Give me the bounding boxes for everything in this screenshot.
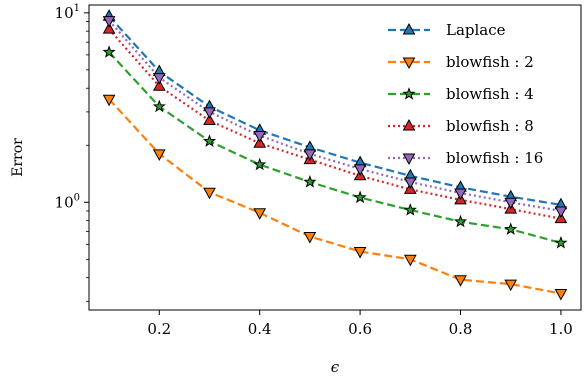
y-tick-label: 101: [55, 3, 80, 22]
data-point: [202, 134, 217, 147]
data-point: [403, 254, 417, 267]
y-tick-label: 100: [55, 192, 80, 211]
data-point: [203, 107, 216, 119]
legend-label: blowfish : 4: [446, 85, 534, 103]
legend: Laplace blowfish : 2 blowfish : 4 blowfish …: [388, 21, 543, 167]
data-point: [253, 208, 267, 220]
data-point: [152, 79, 166, 91]
data-point: [303, 175, 317, 188]
y-tick-base: 10: [55, 4, 74, 22]
data-point: [504, 197, 518, 210]
legend-label: blowfish : 2: [446, 53, 534, 71]
data-point: [454, 275, 467, 287]
data-point: [253, 157, 267, 171]
legend-label: blowfish : 16: [446, 149, 543, 167]
legend-marker: [402, 118, 416, 131]
data-point: [102, 22, 116, 34]
x-axis-label: ϵ: [331, 358, 340, 376]
legend-entry: blowfish : 4: [388, 85, 534, 103]
data-point: [303, 231, 317, 244]
data-point: [453, 214, 468, 228]
series-blowfish-16: [102, 16, 568, 218]
series-line: [108, 19, 562, 212]
series-laplace: [102, 9, 568, 210]
legend-marker: [402, 57, 416, 70]
y-tick-exponent: 0: [74, 192, 80, 203]
x-tick-label: 0.4: [248, 320, 272, 338]
data-point: [353, 164, 367, 176]
data-point: [504, 222, 518, 235]
series-blowfish-4: [102, 45, 568, 249]
data-point: [203, 113, 216, 126]
legend-entry: blowfish : 2: [388, 53, 534, 71]
x-tick-label: 0.6: [348, 320, 372, 338]
data-point: [454, 188, 467, 200]
data-point: [303, 149, 317, 161]
plot-frame: [88, 4, 582, 311]
data-point: [102, 16, 116, 28]
legend-label: Laplace: [446, 21, 506, 39]
series-line: [108, 28, 562, 220]
data-point: [253, 131, 267, 143]
data-point: [152, 73, 166, 85]
legend-entry: blowfish : 8: [388, 117, 534, 135]
data-point: [554, 206, 568, 218]
x-tick-label: 0.8: [449, 320, 473, 338]
data-point: [152, 99, 166, 113]
series-line: [108, 15, 562, 206]
data-point: [403, 177, 417, 190]
data-point: [554, 236, 568, 249]
series-blowfish-2: [102, 94, 568, 301]
x-tick-label: 0.2: [147, 320, 171, 338]
legend-marker: [402, 153, 416, 166]
y-tick-exponent: 1: [74, 3, 80, 14]
data-point: [504, 279, 518, 292]
series-line: [108, 51, 562, 244]
legend-label: blowfish : 8: [446, 117, 534, 135]
data-point: [353, 190, 367, 204]
legend-marker: [402, 87, 416, 100]
x-tick-label: 1.0: [549, 320, 573, 338]
data-point: [403, 203, 417, 216]
legend-entry: Laplace: [388, 21, 506, 39]
y-axis-label: Error: [10, 138, 26, 177]
plot-area: [102, 9, 568, 301]
legend-marker: [402, 22, 416, 35]
data-point: [152, 149, 166, 161]
series-blowfish-8: [102, 22, 568, 224]
data-point: [203, 187, 216, 200]
data-point: [554, 288, 568, 301]
data-point: [353, 246, 367, 259]
legend-entry: blowfish : 16: [388, 149, 543, 167]
data-point: [102, 94, 116, 107]
data-point: [102, 45, 116, 58]
y-tick-base: 10: [55, 193, 74, 211]
